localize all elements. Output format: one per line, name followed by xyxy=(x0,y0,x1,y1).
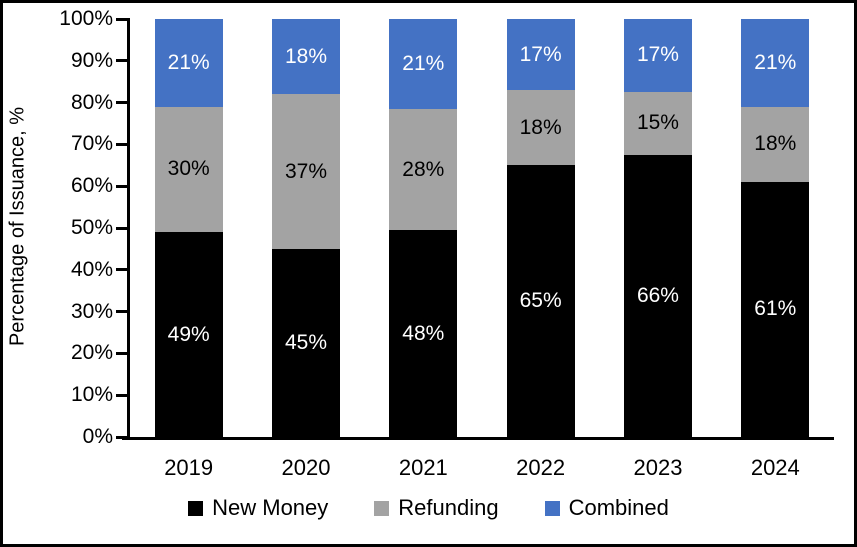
stacked-bar-2020: 18% 37% 45% xyxy=(271,19,340,437)
segment-value-label: 18% xyxy=(284,44,327,68)
y-tick-label-70: 70% xyxy=(70,132,113,156)
segment-combined-2021: 21% xyxy=(389,19,458,110)
segment-value-label: 30% xyxy=(167,157,210,181)
legend-item-new-money: New Money xyxy=(188,495,328,521)
y-axis-title: Percentage of Issuance, % xyxy=(6,106,29,347)
x-axis-label-2020: 2020 xyxy=(281,455,331,480)
x-axis-line xyxy=(122,437,834,440)
stacked-bar-2019: 21% 30% 49% xyxy=(154,19,223,437)
y-tick-label-0: 0% xyxy=(82,425,113,448)
bars: 21% 30% 49% 18% 37% 45% 21% 28% 48% 17% 18% 65% 17% 1… xyxy=(130,19,834,437)
segment-new-money-2021: 48% xyxy=(389,230,458,437)
y-tick-mark xyxy=(116,435,127,439)
bar-2024: 21% 18% 61% xyxy=(717,19,834,437)
segment-combined-2022: 17% xyxy=(506,19,575,91)
segment-value-label: 48% xyxy=(402,321,445,345)
segment-value-label: 21% xyxy=(402,52,445,76)
segment-value-label: 18% xyxy=(754,132,797,156)
segment-new-money-2020: 45% xyxy=(271,248,340,437)
y-tick-label-90: 90% xyxy=(70,48,113,72)
segment-value-label: 65% xyxy=(519,289,562,313)
segment-refunding-2021: 28% xyxy=(389,109,458,231)
segment-refunding-2019: 30% xyxy=(154,106,223,233)
segment-value-label: 28% xyxy=(402,157,445,181)
x-axis-label-2024: 2024 xyxy=(750,455,800,480)
legend-swatch-combined xyxy=(544,500,560,516)
segment-value-label: 45% xyxy=(284,330,327,354)
segment-combined-2024: 21% xyxy=(741,19,810,107)
y-tick-mark xyxy=(116,268,127,272)
stacked-bar-2022: 17% 18% 65% xyxy=(506,19,575,437)
segment-new-money-2024: 61% xyxy=(741,182,810,437)
x-axis-label-2019: 2019 xyxy=(164,455,214,480)
segment-combined-2023: 17% xyxy=(623,19,692,92)
segment-combined-2019: 21% xyxy=(154,19,223,107)
legend-swatch-refunding xyxy=(374,500,390,516)
y-tick-label-100: 100% xyxy=(59,7,113,30)
segment-value-label: 49% xyxy=(167,322,210,346)
y-tick-label-40: 40% xyxy=(70,257,113,281)
stacked-bar-2023: 17% 15% 66% xyxy=(623,19,692,437)
stacked-bar-2021: 21% 28% 48% xyxy=(389,19,458,437)
y-tick-mark xyxy=(116,142,127,146)
x-axis-labels: 2019 2020 2021 2022 2023 2024 xyxy=(130,455,834,481)
legend-item-refunding: Refunding xyxy=(374,495,499,521)
segment-value-label: 37% xyxy=(284,159,327,183)
y-tick-mark xyxy=(116,393,127,397)
x-axis-label-2023: 2023 xyxy=(633,455,683,480)
segment-value-label: 21% xyxy=(167,50,210,74)
x-axis-label-2022: 2022 xyxy=(516,455,566,480)
segment-value-label: 21% xyxy=(754,50,797,74)
segment-combined-2020: 18% xyxy=(271,19,340,95)
y-tick-label-60: 60% xyxy=(70,174,113,198)
legend-label: Combined xyxy=(568,495,669,520)
segment-value-label: 17% xyxy=(636,43,679,67)
segment-new-money-2019: 49% xyxy=(154,232,223,437)
bar-2021: 21% 28% 48% xyxy=(365,19,482,437)
y-tick-label-80: 80% xyxy=(70,90,113,114)
segment-value-label: 17% xyxy=(519,42,562,66)
segment-refunding-2023: 15% xyxy=(623,91,692,156)
y-tick-label-10: 10% xyxy=(70,383,113,407)
stacked-bar-2024: 21% 18% 61% xyxy=(741,19,810,437)
y-tick-mark xyxy=(116,101,127,105)
segment-value-label: 61% xyxy=(754,297,797,321)
legend-swatch-new-money xyxy=(188,500,204,516)
segment-new-money-2022: 65% xyxy=(506,165,575,437)
segment-refunding-2022: 18% xyxy=(506,90,575,166)
legend-label: Refunding xyxy=(398,495,499,520)
y-tick-mark xyxy=(116,59,127,63)
bar-2019: 21% 30% 49% xyxy=(130,19,247,437)
segment-new-money-2023: 66% xyxy=(623,155,692,437)
y-tick-mark xyxy=(116,184,127,188)
y-axis-line xyxy=(127,18,130,440)
y-tick-label-30: 30% xyxy=(70,299,113,323)
y-tick-label-50: 50% xyxy=(70,216,113,239)
legend-item-combined: Combined xyxy=(544,495,669,521)
y-tick-mark xyxy=(116,310,127,314)
segment-refunding-2024: 18% xyxy=(741,106,810,182)
y-tick-mark xyxy=(116,17,127,21)
y-tick-mark xyxy=(116,226,127,230)
legend-label: New Money xyxy=(212,495,329,520)
bar-2023: 17% 15% 66% xyxy=(599,19,716,437)
y-tick-mark xyxy=(116,351,127,355)
x-axis-label-2021: 2021 xyxy=(398,455,448,480)
segment-value-label: 15% xyxy=(636,111,679,135)
segment-refunding-2020: 37% xyxy=(271,94,340,249)
y-tick-label-20: 20% xyxy=(70,341,113,365)
segment-value-label: 66% xyxy=(636,284,679,308)
bar-2020: 18% 37% 45% xyxy=(247,19,364,437)
legend: New Money Refunding Combined xyxy=(3,495,854,521)
bar-2022: 17% 18% 65% xyxy=(482,19,599,437)
segment-value-label: 18% xyxy=(519,115,562,139)
